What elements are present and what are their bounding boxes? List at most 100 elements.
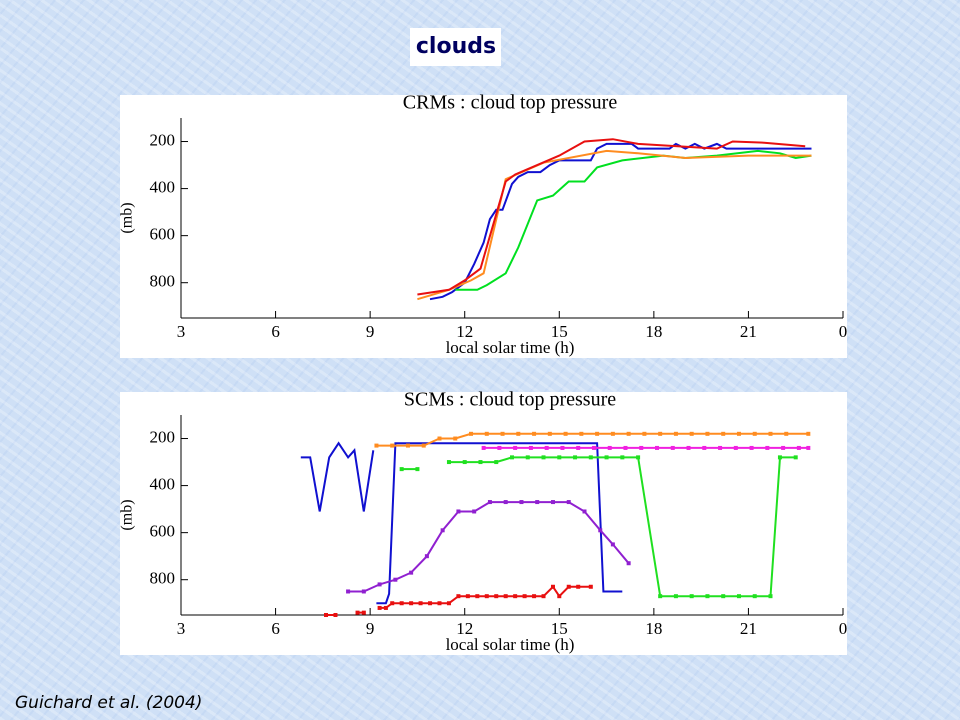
point-marker [563,431,568,436]
point-marker [768,594,773,599]
point-marker [484,431,489,436]
point-marker [390,601,395,606]
point-marker [550,584,555,589]
chart-title: SCMs : cloud top pressure [404,389,616,411]
x-tick-label: 9 [366,322,375,341]
point-marker [535,500,540,505]
series-line [376,432,809,447]
x-tick-label: 12 [456,322,473,341]
point-marker [415,467,420,472]
point-marker [478,460,483,465]
point-marker [705,594,710,599]
y-tick-label: 400 [150,177,176,196]
point-marker [428,601,433,606]
point-marker [497,445,502,450]
point-marker [623,445,628,450]
point-marker [418,601,423,606]
y-tick-label: 600 [150,522,176,541]
point-marker [469,431,474,436]
point-marker [673,594,678,599]
point-marker [475,594,480,599]
point-marker [689,431,694,436]
point-marker [405,443,410,448]
point-marker [550,500,555,505]
point-marker [595,431,600,436]
point-marker [494,460,499,465]
point-marker [642,431,647,436]
point-marker [752,431,757,436]
point-marker [393,577,398,582]
point-marker [673,431,678,436]
point-marker [566,500,571,505]
point-marker [324,613,329,617]
x-tick-label: 21 [740,619,757,638]
point-marker [736,594,741,599]
point-marker [510,455,514,460]
point-marker [718,445,723,450]
point-marker [639,445,644,450]
series-line [300,441,375,512]
point-marker [560,445,565,450]
x-tick-label: 21 [740,322,757,341]
chart-panel: CRMs : cloud top pressure local solar tim… [119,92,847,358]
point-marker [752,594,757,599]
chart-title: CRMs : cloud top pressure [403,92,618,114]
point-marker [721,431,726,436]
x-tick-label: 18 [645,619,662,638]
point-marker [437,601,442,606]
point-marker [377,582,382,587]
point-marker [453,436,458,441]
point-marker [591,445,596,450]
point-marker [532,594,537,599]
point-marker [465,594,470,599]
point-marker [544,445,549,450]
chart-panel: SCMs : cloud top pressure local solar tim… [119,389,847,655]
point-marker [516,431,521,436]
y-tick-label: 200 [150,427,176,446]
point-marker [686,445,691,450]
y-tick-label: 800 [150,569,176,588]
series-line [376,442,623,605]
x-tick-label: 12 [456,619,473,638]
x-axis-label: local solar time (h) [446,338,575,357]
point-marker [361,589,366,594]
point-marker [557,455,562,460]
point-marker [784,431,789,436]
point-marker [374,443,379,448]
point-marker [456,509,461,514]
point-marker [588,584,593,589]
point-marker [607,445,612,450]
point-marker [500,431,505,436]
point-marker [736,431,741,436]
point-marker [768,431,773,436]
point-marker [689,594,694,599]
point-marker [513,445,518,450]
point-marker [503,500,508,505]
point-marker [604,455,609,460]
point-marker [705,431,710,436]
point-marker [494,594,499,599]
point-marker [390,443,395,448]
point-marker [399,601,404,606]
point-marker [547,431,552,436]
point-marker [472,509,477,514]
point-marker [781,445,786,450]
point-marker [777,455,782,460]
point-marker [620,455,625,460]
x-tick-label: 15 [551,619,568,638]
x-tick-label: 9 [366,619,375,638]
point-marker [361,610,366,615]
point-marker [582,509,587,514]
point-marker [513,594,518,599]
point-marker [462,460,467,465]
y-tick-label: 400 [150,474,176,493]
point-marker [541,455,546,460]
y-axis-label: (mb) [119,202,136,233]
series-line [455,149,812,291]
point-marker [576,584,581,589]
series-line [417,138,806,296]
panel-background [120,392,847,655]
point-marker [440,528,445,533]
